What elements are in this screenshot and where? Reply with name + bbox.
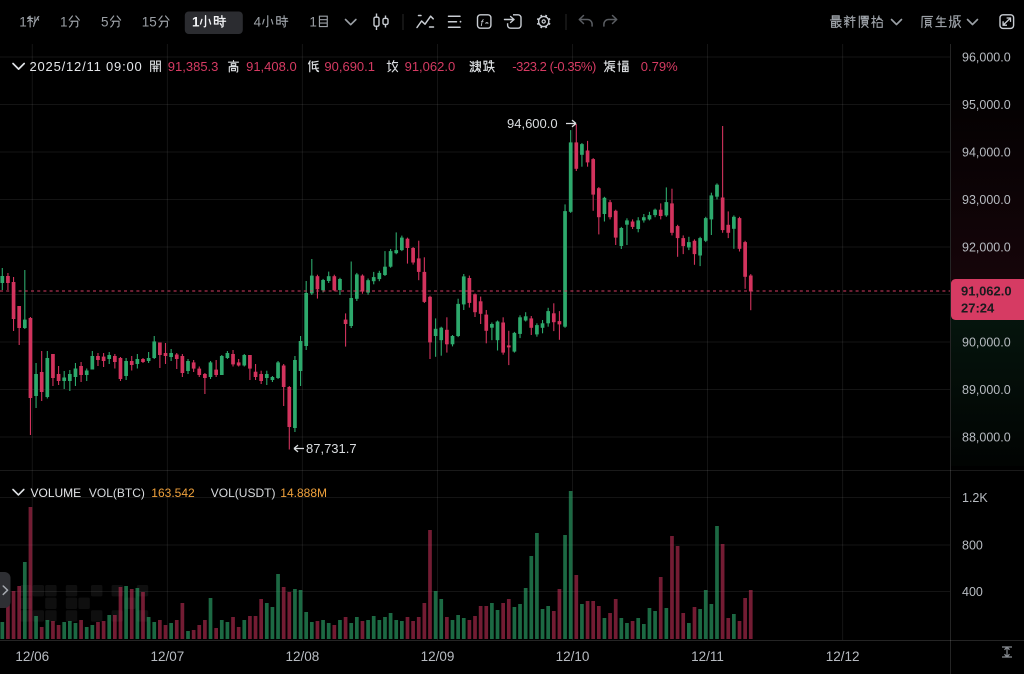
svg-text:87,731.7: 87,731.7 <box>306 441 357 456</box>
svg-text:96,000.0: 96,000.0 <box>962 51 1011 65</box>
svg-text:5: 5 <box>101 15 109 30</box>
svg-text:91,062.0: 91,062.0 <box>961 284 1012 299</box>
svg-text:1: 1 <box>309 15 317 30</box>
svg-text:94,000.0: 94,000.0 <box>962 146 1011 160</box>
svg-text:1: 1 <box>19 15 27 30</box>
svg-text:1: 1 <box>192 15 200 30</box>
svg-text:VOLUME: VOLUME <box>31 486 82 500</box>
svg-text:400: 400 <box>962 585 983 599</box>
svg-text:89,000.0: 89,000.0 <box>962 383 1011 397</box>
svg-text:90,690.1: 90,690.1 <box>324 59 375 74</box>
svg-text:VOL(USDT): VOL(USDT) <box>211 486 276 500</box>
svg-text:1.2K: 1.2K <box>962 491 988 505</box>
svg-text:15: 15 <box>142 15 157 30</box>
svg-text:800: 800 <box>962 539 983 553</box>
svg-text:VOL(BTC): VOL(BTC) <box>89 486 145 500</box>
svg-text:12/08: 12/08 <box>286 649 320 664</box>
svg-text:12/12: 12/12 <box>826 649 860 664</box>
svg-text:12/11: 12/11 <box>691 649 724 664</box>
svg-text:91,385.3: 91,385.3 <box>168 59 219 74</box>
svg-text:90,000.0: 90,000.0 <box>962 336 1011 350</box>
svg-text:163.542: 163.542 <box>151 486 195 500</box>
svg-text:93,000.0: 93,000.0 <box>962 193 1011 207</box>
svg-text:88,000.0: 88,000.0 <box>962 431 1011 445</box>
svg-text:4: 4 <box>254 15 262 30</box>
svg-text:12/07: 12/07 <box>151 649 185 664</box>
svg-text:0.79%: 0.79% <box>641 59 678 74</box>
svg-text:91,408.0: 91,408.0 <box>246 59 297 74</box>
svg-text:-323.2 (-0.35%): -323.2 (-0.35%) <box>512 59 596 74</box>
svg-text:2025/12/11 09:00: 2025/12/11 09:00 <box>30 59 143 74</box>
svg-text:12/06: 12/06 <box>15 649 49 664</box>
svg-text:f: f <box>481 18 485 29</box>
svg-text:27:24: 27:24 <box>961 301 995 316</box>
svg-text:1: 1 <box>60 15 68 30</box>
svg-text:92,000.0: 92,000.0 <box>962 241 1011 255</box>
svg-text:91,062.0: 91,062.0 <box>405 59 456 74</box>
svg-text:12/10: 12/10 <box>556 649 590 664</box>
svg-text:95,000.0: 95,000.0 <box>962 98 1011 112</box>
svg-text:14.888M: 14.888M <box>280 486 327 500</box>
svg-text:94,600.0: 94,600.0 <box>507 116 558 131</box>
svg-text:12/09: 12/09 <box>421 649 455 664</box>
